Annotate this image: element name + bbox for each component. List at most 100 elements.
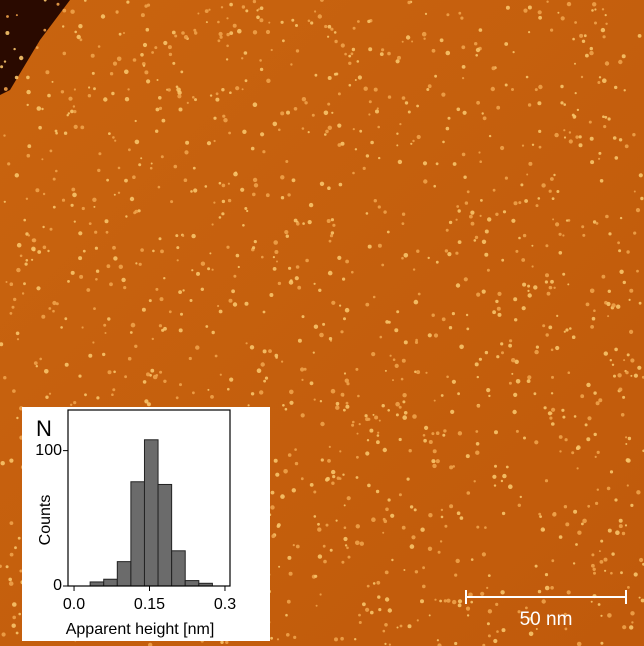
- adsorbate: [367, 585, 370, 588]
- adsorbate: [96, 396, 99, 399]
- adsorbate: [271, 49, 273, 51]
- adsorbate: [485, 351, 488, 354]
- adsorbate: [484, 253, 488, 257]
- adsorbate: [219, 182, 222, 185]
- adsorbate: [176, 246, 179, 249]
- adsorbate: [595, 502, 598, 505]
- adsorbate: [388, 95, 391, 98]
- adsorbate: [564, 505, 567, 508]
- adsorbate: [606, 302, 610, 306]
- adsorbate: [378, 608, 381, 611]
- adsorbate: [244, 207, 247, 210]
- adsorbate: [425, 372, 427, 374]
- adsorbate: [62, 199, 65, 202]
- adsorbate: [108, 132, 111, 135]
- adsorbate: [113, 62, 117, 66]
- adsorbate: [629, 625, 633, 629]
- adsorbate: [293, 636, 296, 639]
- adsorbate: [634, 572, 638, 576]
- adsorbate: [226, 246, 229, 249]
- adsorbate: [399, 406, 402, 409]
- adsorbate: [457, 392, 460, 395]
- adsorbate: [509, 339, 512, 342]
- adsorbate: [126, 0, 129, 3]
- adsorbate: [589, 121, 592, 124]
- adsorbate: [327, 36, 329, 38]
- adsorbate: [449, 326, 452, 329]
- adsorbate: [36, 286, 40, 290]
- adsorbate: [551, 392, 553, 394]
- adsorbate: [158, 186, 161, 189]
- adsorbate: [368, 47, 372, 51]
- adsorbate: [359, 621, 362, 624]
- adsorbate: [590, 137, 594, 141]
- adsorbate: [605, 14, 607, 16]
- adsorbate: [521, 258, 525, 262]
- adsorbate: [574, 63, 576, 65]
- adsorbate: [549, 190, 552, 193]
- adsorbate: [270, 505, 274, 509]
- adsorbate: [412, 414, 417, 419]
- adsorbate: [538, 10, 542, 14]
- adsorbate: [309, 203, 313, 207]
- adsorbate: [308, 20, 311, 23]
- adsorbate: [114, 140, 116, 142]
- adsorbate: [582, 40, 585, 43]
- adsorbate: [149, 299, 152, 302]
- adsorbate: [233, 24, 237, 28]
- adsorbate: [523, 9, 527, 13]
- adsorbate: [37, 250, 41, 254]
- adsorbate: [82, 207, 85, 210]
- adsorbate: [93, 87, 96, 90]
- adsorbate: [15, 173, 19, 177]
- adsorbate: [107, 264, 111, 268]
- adsorbate: [14, 546, 17, 549]
- adsorbate: [402, 400, 405, 403]
- adsorbate: [12, 602, 17, 607]
- adsorbate: [41, 158, 43, 160]
- adsorbate: [52, 81, 54, 83]
- adsorbate: [269, 293, 273, 297]
- adsorbate: [135, 262, 137, 264]
- adsorbate: [23, 282, 26, 285]
- adsorbate: [6, 281, 8, 283]
- adsorbate: [285, 408, 288, 411]
- adsorbate: [339, 183, 343, 187]
- adsorbate: [487, 217, 491, 221]
- adsorbate: [462, 153, 466, 157]
- adsorbate: [475, 362, 479, 366]
- adsorbate: [221, 212, 224, 215]
- adsorbate: [274, 459, 278, 463]
- adsorbate: [550, 29, 553, 32]
- adsorbate: [371, 352, 375, 356]
- adsorbate: [172, 31, 176, 35]
- adsorbate: [37, 106, 42, 111]
- adsorbate: [174, 35, 177, 38]
- adsorbate: [373, 296, 376, 299]
- adsorbate: [260, 68, 263, 71]
- adsorbate: [53, 178, 56, 181]
- adsorbate: [387, 409, 390, 412]
- adsorbate: [143, 380, 147, 384]
- adsorbate: [392, 379, 394, 381]
- adsorbate: [526, 174, 528, 176]
- adsorbate: [597, 489, 599, 491]
- adsorbate: [139, 263, 142, 266]
- adsorbate: [74, 88, 76, 90]
- adsorbate: [555, 346, 559, 350]
- adsorbate: [359, 130, 362, 133]
- adsorbate: [50, 228, 53, 231]
- adsorbate: [344, 526, 347, 529]
- adsorbate: [140, 157, 142, 159]
- adsorbate: [545, 479, 548, 482]
- adsorbate: [591, 9, 594, 12]
- adsorbate: [179, 383, 182, 386]
- adsorbate: [16, 332, 20, 336]
- adsorbate: [215, 355, 218, 358]
- adsorbate: [0, 65, 3, 68]
- adsorbate: [434, 333, 438, 337]
- adsorbate: [150, 167, 153, 170]
- adsorbate: [328, 25, 332, 29]
- adsorbate: [16, 417, 18, 419]
- adsorbate: [636, 270, 639, 273]
